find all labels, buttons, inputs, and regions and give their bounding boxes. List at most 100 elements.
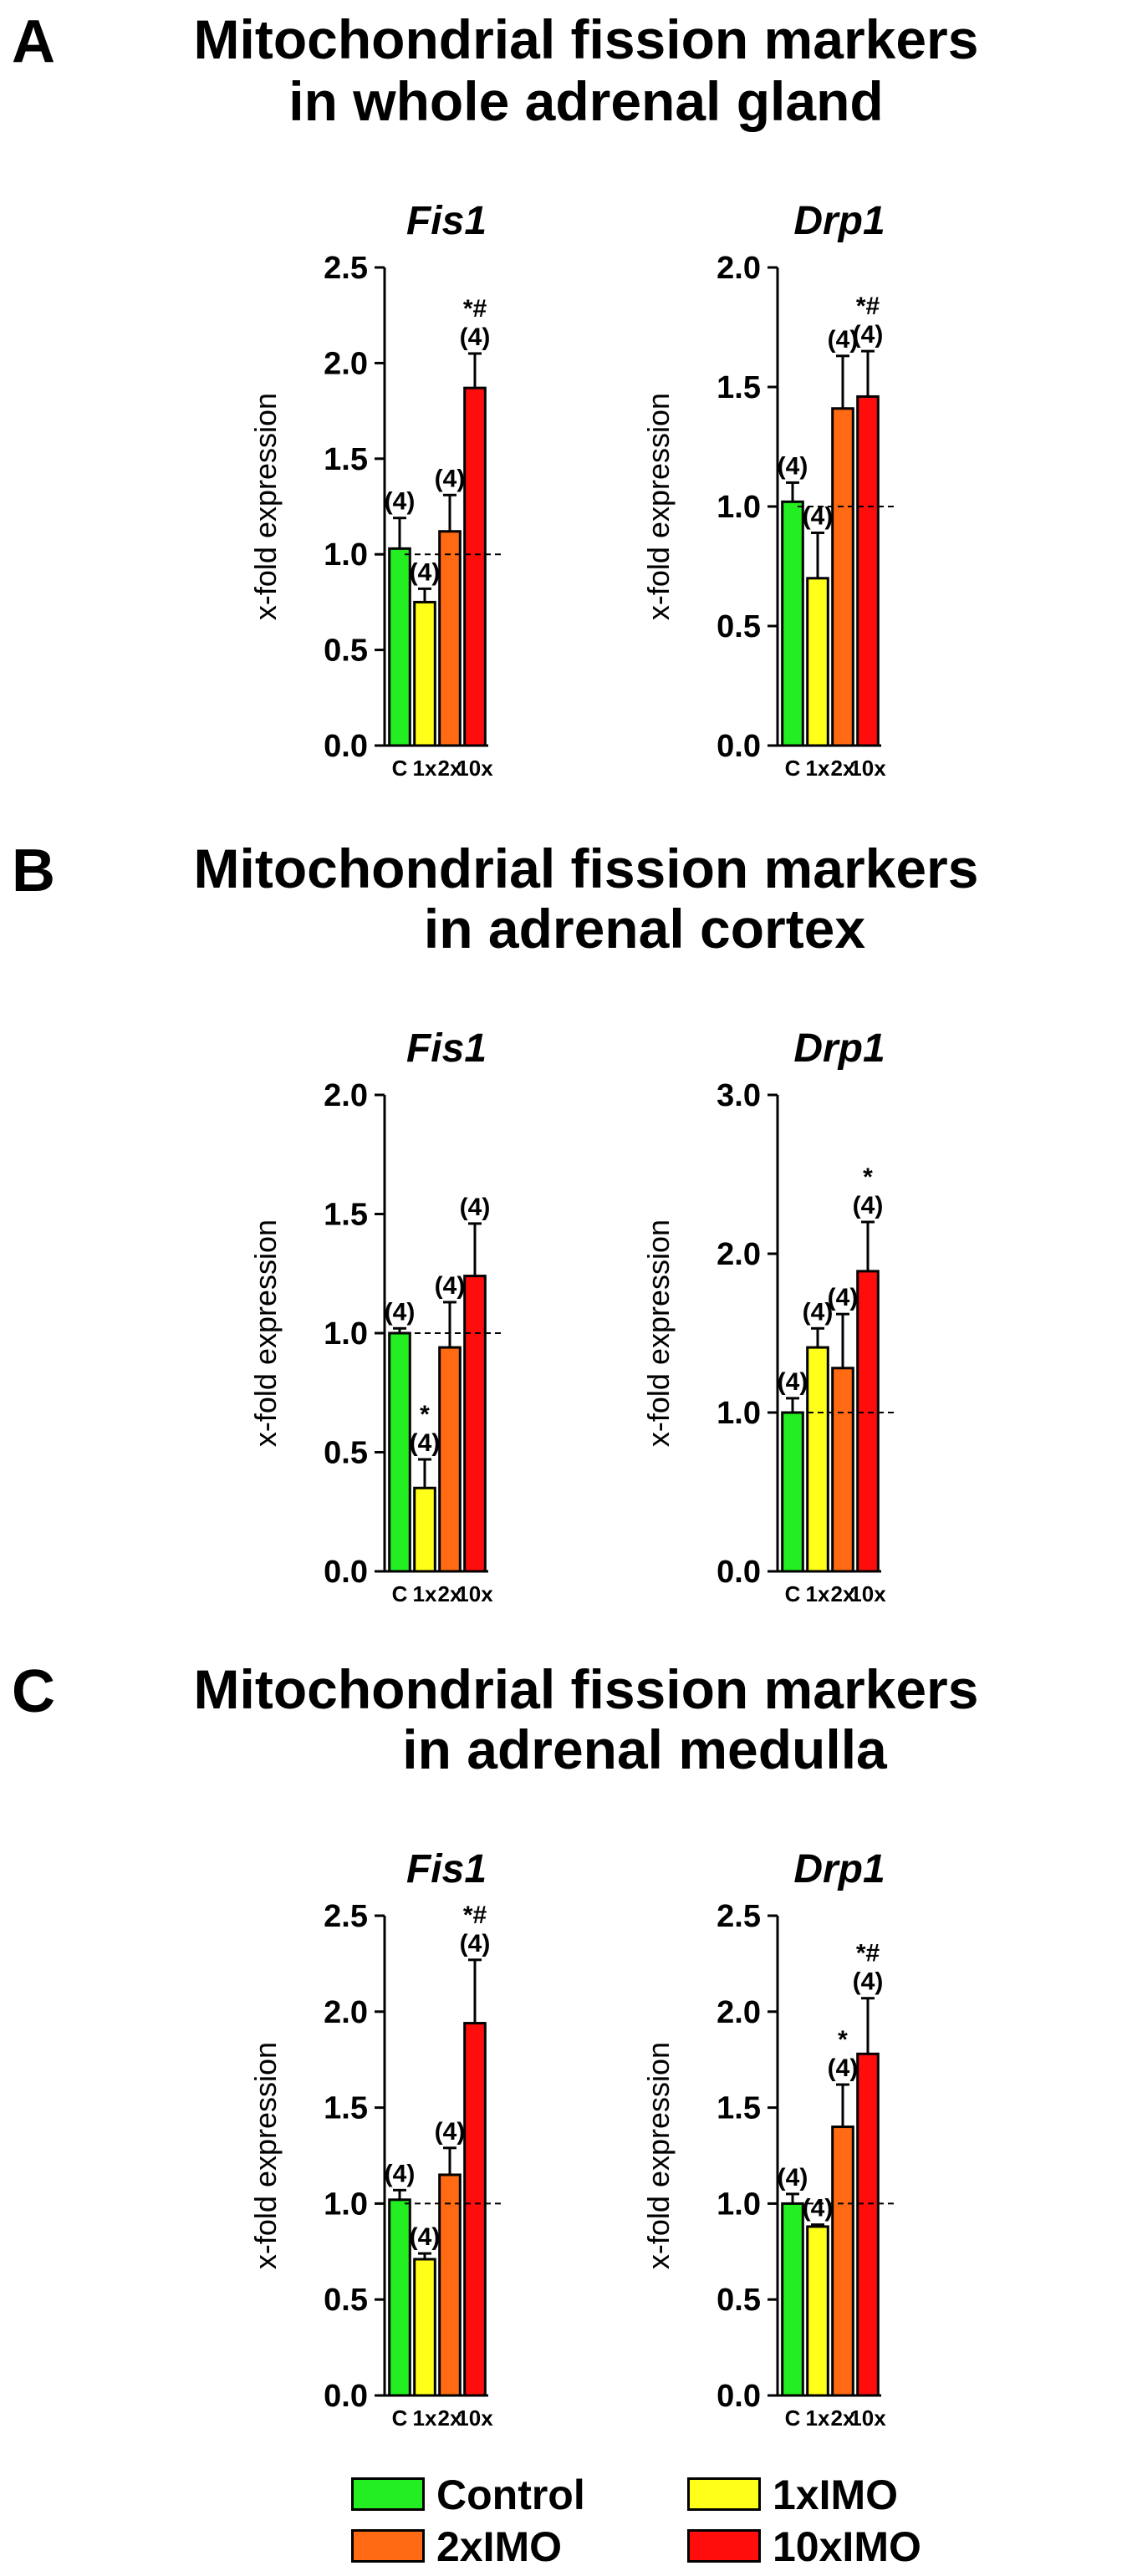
chart-b-fis1-xtick-C: C: [392, 1581, 408, 1606]
panel-title-a-line1: Mitochondrial fission markers: [193, 8, 979, 70]
chart-c-drp1-xtick-C: C: [785, 2405, 801, 2431]
chart-a-fis1-ytick-label-0: 0.0: [324, 729, 368, 764]
chart-a-drp1-xtick-2x: 2x: [831, 756, 855, 781]
panel-title-b-line1: Mitochondrial fission markers: [193, 837, 979, 899]
chart-c-drp1-ytick-label-4: 2.0: [717, 1995, 761, 2030]
chart-b-fis1-ytick-label-2: 1.0: [324, 1316, 368, 1352]
chart-c-drp1-bar-C: [781, 2202, 804, 2397]
chart-c-drp1-bar-1x: [806, 2225, 829, 2397]
chart-a-fis1-bar-1x: [413, 600, 436, 747]
chart-b-drp1-siglabel-10x: *: [863, 1163, 873, 1191]
chart-b-fis1-xtick-1x: 1x: [413, 1581, 437, 1606]
chart-c-fis1-ytick-label-1: 0.5: [324, 2283, 368, 2318]
chart-c-drp1-nlabel-10x: (4): [853, 1968, 884, 1996]
chart-b-fis1-title: Fis1: [406, 1026, 487, 1071]
chart-a-drp1-nlabel-2x: (4): [828, 326, 859, 354]
chart-b-fis1-ylabel: x-fold expression: [248, 1219, 283, 1447]
chart-a-fis1-ytick-label-4: 2.0: [324, 346, 368, 381]
chart-c-drp1-ylabel: x-fold expression: [641, 2042, 676, 2269]
chart-c-fis1-xtick-10x: 10x: [456, 2405, 493, 2431]
chart-a-drp1-xtick-C: C: [785, 756, 801, 781]
chart-a-drp1-nlabel-C: (4): [778, 452, 808, 480]
chart-a-fis1-ytick-label-2: 1.0: [324, 537, 368, 573]
legend-label-1ximo: 1xIMO: [773, 2472, 899, 2518]
chart-c-drp1-xtick-10x: 10x: [849, 2405, 886, 2431]
chart-b-fis1-ytick-label-1: 0.5: [324, 1436, 368, 1471]
chart-b-drp1-ytick-label-0: 0.0: [717, 1555, 761, 1590]
chart-c-fis1-bar-1x: [413, 2258, 436, 2397]
chart-a-drp1-ytick-label-1: 0.5: [717, 609, 761, 644]
panel-title-c-line2: in adrenal medulla: [402, 1718, 887, 1780]
chart-b-fis1-xtick-10x: 10x: [456, 1581, 493, 1606]
chart-c-fis1-ytick-label-0: 0.0: [324, 2379, 368, 2414]
chart-b-drp1-ylabel: x-fold expression: [641, 1219, 676, 1447]
chart-c-fis1-bar-10x: [463, 2022, 487, 2397]
chart-a-drp1-xtick-10x: 10x: [849, 756, 886, 781]
chart-b-fis1-nlabel-1x: (4): [410, 1429, 441, 1457]
legend-swatch-10ximo: [687, 2529, 761, 2563]
legend-swatch-control: [351, 2477, 425, 2511]
chart-c-fis1-ytick-label-3: 1.5: [324, 2091, 368, 2126]
chart-a-fis1-nlabel-C: (4): [385, 488, 416, 516]
chart-c-drp1-ytick-label-3: 1.5: [717, 2091, 761, 2126]
chart-c-fis1-ylabel: x-fold expression: [248, 2042, 283, 2269]
chart-a-fis1-ytick-label-5: 2.5: [324, 251, 368, 286]
chart-c-fis1-nlabel-1x: (4): [410, 2223, 441, 2251]
chart-c-drp1-bar-2x: [831, 2125, 854, 2397]
chart-a-fis1-xtick-10x: 10x: [456, 756, 493, 781]
legend-label-control: Control: [436, 2472, 585, 2518]
chart-b-fis1-nlabel-2x: (4): [435, 1272, 466, 1300]
chart-b-fis1-xtick-2x: 2x: [438, 1581, 462, 1606]
chart-a-drp1-ytick-label-0: 0.0: [717, 729, 761, 764]
chart-a-fis1-nlabel-2x: (4): [435, 465, 466, 492]
chart-b-drp1-ytick-label-3: 3.0: [717, 1078, 761, 1113]
chart-b-drp1-title: Drp1: [793, 1026, 885, 1071]
chart-b-drp1-xtick-10x: 10x: [849, 1581, 886, 1606]
chart-c-fis1-nlabel-2x: (4): [435, 2118, 466, 2146]
legend: Control 1xIMO 2xIMO 10xIMO: [351, 2472, 1104, 2568]
chart-a-fis1-nlabel-10x: (4): [460, 323, 491, 351]
chart-c-drp1-bar-10x: [856, 2052, 880, 2397]
chart-c-drp1-xtick-2x: 2x: [831, 2405, 855, 2431]
chart-c-fis1-title: Fis1: [406, 1847, 487, 1891]
chart-a-fis1-xtick-2x: 2x: [438, 756, 462, 781]
chart-a-drp1-ytick-label-2: 1.0: [717, 490, 761, 525]
chart-b-fis1-ytick-label-4: 2.0: [324, 1078, 368, 1113]
chart-c-fis1-nlabel-C: (4): [385, 2160, 416, 2187]
panel-title-a-line2: in whole adrenal gland: [288, 70, 884, 132]
panel-letter-a: A: [12, 8, 55, 75]
chart-a-fis1-xtick-C: C: [392, 756, 408, 781]
chart-a-fis1-ytick-label-1: 0.5: [324, 634, 368, 669]
chart-c-drp1-ytick-label-5: 2.5: [717, 1899, 761, 1934]
chart-c-fis1-ytick-label-2: 1.0: [324, 2187, 368, 2222]
chart-c-fis1-siglabel-10x: *#: [463, 1901, 487, 1929]
chart-a-drp1-bar-C: [781, 500, 804, 747]
chart-b-drp1-ytick-label-1: 1.0: [717, 1396, 761, 1431]
chart-b-drp1-nlabel-10x: (4): [853, 1192, 884, 1219]
chart-c-drp1-title: Drp1: [793, 1847, 885, 1891]
chart-b-fis1-siglabel-1x: *: [420, 1401, 430, 1428]
chart-b-drp1-xtick-2x: 2x: [831, 1581, 855, 1606]
chart-c-drp1-siglabel-2x: *: [838, 2026, 848, 2054]
chart-b-drp1-nlabel-C: (4): [778, 1368, 808, 1396]
chart-b-fis1-ytick-label-0: 0.0: [324, 1555, 368, 1590]
chart-b-fis1-bar-1x: [413, 1486, 436, 1573]
chart-a-drp1-ytick-label-4: 2.0: [717, 251, 761, 286]
panel-letter-b: B: [12, 837, 55, 904]
chart-a-drp1-title: Drp1: [793, 199, 885, 243]
chart-b-drp1-nlabel-2x: (4): [828, 1284, 859, 1311]
chart-b-drp1-xtick-C: C: [785, 1581, 801, 1606]
chart-b-fis1-bar-10x: [463, 1275, 487, 1573]
chart-a-drp1-xtick-1x: 1x: [806, 756, 830, 781]
panel-title-b-line2: in adrenal cortex: [423, 898, 866, 960]
chart-a-drp1-ylabel: x-fold expression: [641, 393, 676, 620]
chart-b-fis1-ytick-label-3: 1.5: [324, 1198, 368, 1233]
chart-a-drp1-siglabel-10x: *#: [856, 293, 880, 320]
chart-c-fis1-xtick-1x: 1x: [413, 2405, 437, 2431]
chart-c-fis1-nlabel-10x: (4): [460, 1930, 491, 1957]
legend-swatch-1ximo: [687, 2477, 761, 2511]
legend-swatch-2ximo: [351, 2529, 425, 2563]
chart-a-fis1-nlabel-1x: (4): [410, 558, 441, 586]
